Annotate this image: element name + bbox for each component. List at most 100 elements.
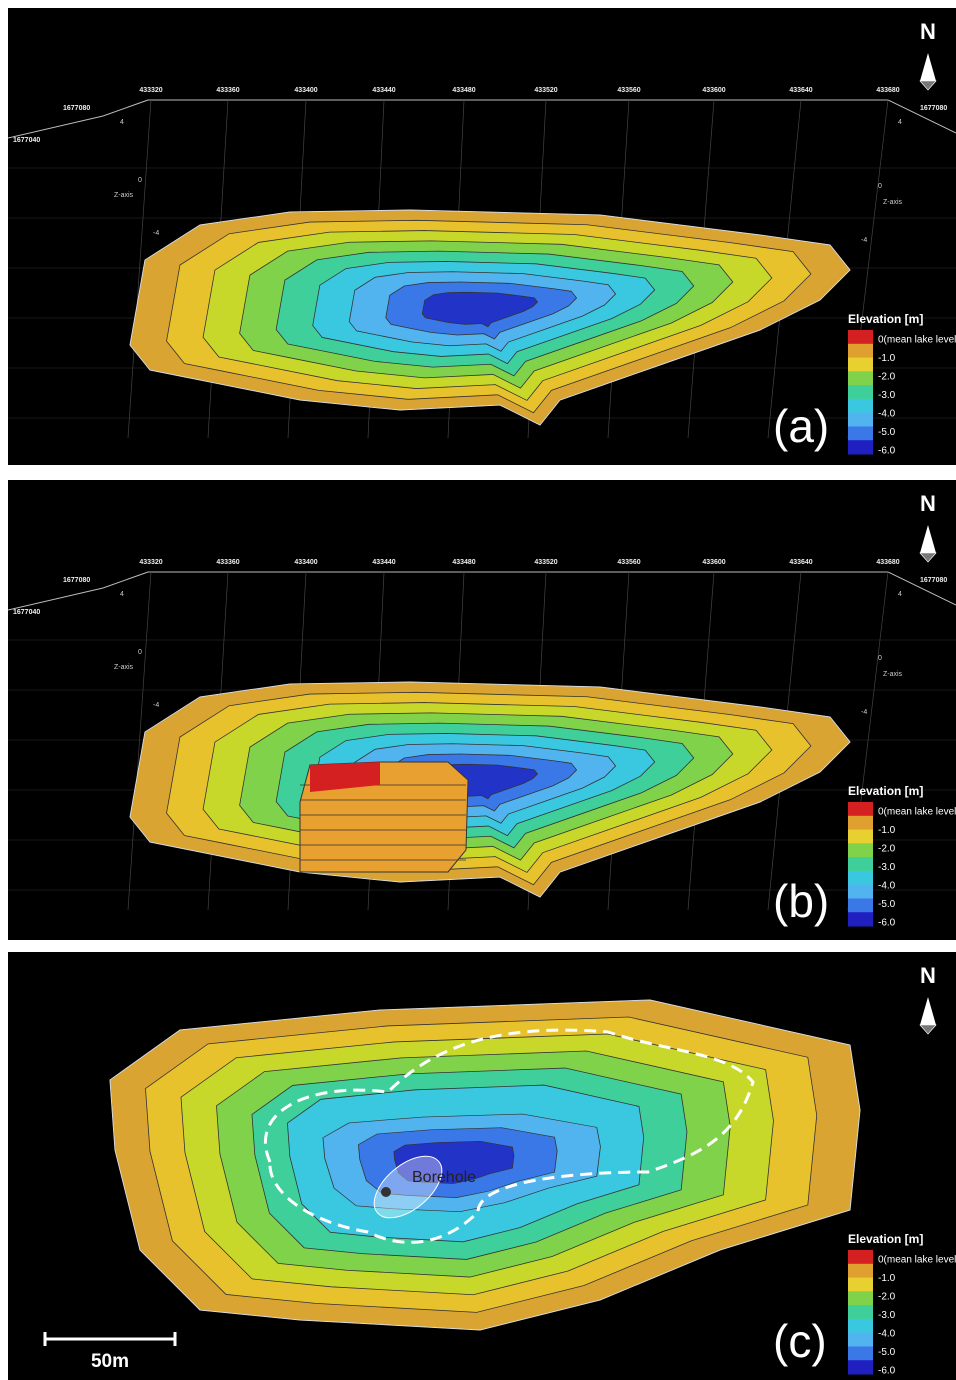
borehole: [381, 1187, 391, 1197]
colorbar-band: [848, 885, 873, 899]
colorbar-band: [848, 1264, 873, 1278]
colorbar-band: [848, 330, 873, 344]
figure: {"panels": [ {"label": "(a)", "north": "…: [0, 0, 956, 1380]
colorbar-band: [848, 830, 873, 844]
legend-title: Elevation [m]: [848, 784, 923, 798]
x-tick-label: 433400: [294, 87, 317, 94]
legend-label: -4.0: [878, 881, 896, 892]
legend-label: -3.0: [878, 390, 896, 401]
z-tick-label: 0: [878, 655, 882, 662]
z-axis-label: Z-axis: [883, 671, 903, 678]
colorbar-band: [848, 413, 873, 427]
x-tick-label: 433680: [876, 87, 899, 94]
colorbar-band: [848, 1250, 873, 1264]
colorbar-band: [848, 1360, 873, 1374]
z-axis-label: Z-axis: [883, 199, 903, 206]
x-tick-label: 433560: [617, 87, 640, 94]
z-tick-label: -4: [861, 237, 867, 244]
panel: Borehole 50m N Elevation [m] 0(mean lake lev…: [8, 952, 956, 1380]
y-tick-label: 1677080: [63, 105, 90, 112]
x-tick-label: 433600: [702, 87, 725, 94]
x-tick-label: 433400: [294, 559, 317, 566]
panel-label: (a): [773, 400, 829, 452]
legend-label: -6.0: [878, 446, 896, 457]
y-tick-label: 1677080: [920, 105, 947, 112]
panel: 433320 433360 433400 433440 433480 433520 4335…: [8, 8, 956, 465]
legend-label: -1.0: [878, 1273, 896, 1284]
y-tick-label: 1677080: [63, 577, 90, 584]
z-tick-label: -4: [861, 709, 867, 716]
colorbar-band: [848, 1291, 873, 1305]
legend-label: -5.0: [878, 899, 896, 910]
z-tick-label: 4: [120, 119, 124, 126]
x-tick-label: 433440: [372, 87, 395, 94]
x-tick-label: 433480: [452, 87, 475, 94]
colorbar-band: [848, 912, 873, 926]
colorbar-band: [848, 1346, 873, 1360]
colorbar-band: [848, 816, 873, 830]
x-tick-label: 433360: [216, 559, 239, 566]
annotation: Borehole: [412, 1169, 476, 1186]
colorbar-band: [848, 358, 873, 372]
y-tick-label: 1677080: [920, 577, 947, 584]
colorbar-band: [848, 871, 873, 885]
colorbar-band: [848, 1278, 873, 1292]
x-tick-label: 433560: [617, 559, 640, 566]
z-axis-label: Z-axis: [114, 664, 134, 671]
z-tick-label: 0: [138, 177, 142, 184]
colorbar-band: [848, 371, 873, 385]
legend-label: -5.0: [878, 427, 896, 438]
z-tick-label: 0: [138, 649, 142, 656]
north-label: N: [920, 963, 936, 988]
z-tick-label: -4: [153, 230, 159, 237]
legend-label: -4.0: [878, 409, 896, 420]
legend-label: -6.0: [878, 918, 896, 929]
x-tick-label: 433520: [534, 87, 557, 94]
x-tick-label: 433440: [372, 559, 395, 566]
colorbar-band: [848, 399, 873, 413]
x-tick-label: 433360: [216, 87, 239, 94]
colorbar-band: [848, 802, 873, 816]
x-tick-label: 433320: [139, 87, 162, 94]
north-label: N: [920, 19, 936, 44]
x-tick-label: 433680: [876, 559, 899, 566]
legend-label: -2.0: [878, 1292, 896, 1303]
colorbar-band: [848, 1305, 873, 1319]
legend-label: -6.0: [878, 1366, 896, 1377]
legend-label: -3.0: [878, 1310, 896, 1321]
legend-label: -3.0: [878, 862, 896, 873]
colorbar-band: [848, 440, 873, 454]
legend-label: 0(mean lake level): [878, 1255, 956, 1266]
colorbar-band: [848, 1333, 873, 1347]
legend-label: -5.0: [878, 1347, 896, 1358]
colorbar-band: [848, 1319, 873, 1333]
z-tick-label: 4: [898, 591, 902, 598]
y-tick-label: 1677040: [13, 609, 40, 616]
x-tick-label: 433520: [534, 559, 557, 566]
x-tick-label: 433600: [702, 559, 725, 566]
z-axis-label: Z-axis: [114, 192, 134, 199]
colorbar-band: [848, 898, 873, 912]
legend-label: -1.0: [878, 825, 896, 836]
legend-title: Elevation [m]: [848, 1232, 923, 1246]
legend-label: -2.0: [878, 372, 896, 383]
colorbar-band: [848, 843, 873, 857]
legend-label: 0(mean lake level): [878, 807, 956, 818]
colorbar-band: [848, 426, 873, 440]
x-tick-label: 433640: [789, 87, 812, 94]
x-tick-label: 433320: [139, 559, 162, 566]
legend-label: 0(mean lake level): [878, 335, 956, 346]
z-tick-label: 0: [878, 183, 882, 190]
panel-label: (c): [773, 1315, 827, 1367]
north-label: N: [920, 491, 936, 516]
legend-label: -1.0: [878, 353, 896, 364]
x-tick-label: 433640: [789, 559, 812, 566]
legend-label: -4.0: [878, 1329, 896, 1340]
legend-label: -2.0: [878, 844, 896, 855]
y-tick-label: 1677040: [13, 137, 40, 144]
z-tick-label: 4: [898, 119, 902, 126]
z-tick-label: 4: [120, 591, 124, 598]
legend-title: Elevation [m]: [848, 312, 923, 326]
scale-bar-label: 50m: [91, 1351, 129, 1372]
